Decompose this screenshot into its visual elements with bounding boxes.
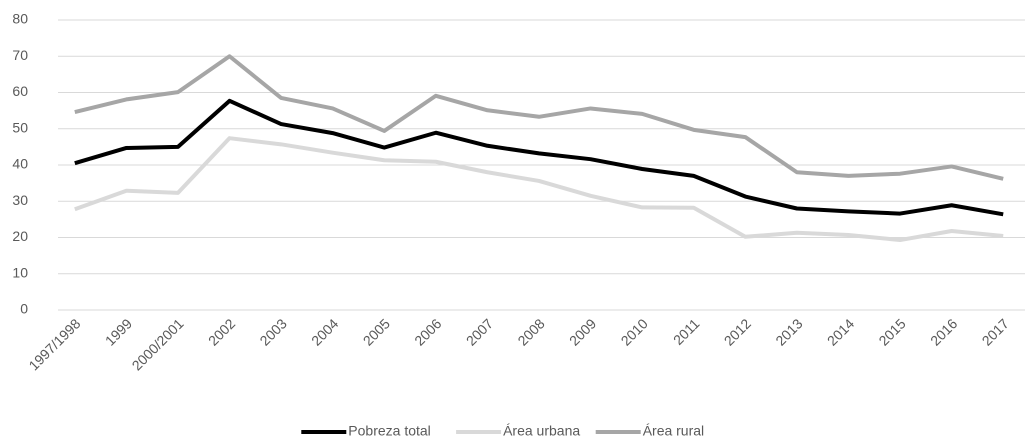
y-tick-label: 40 xyxy=(12,156,28,172)
x-tick-label: 2016 xyxy=(927,315,960,348)
x-tick-label: 2003 xyxy=(257,315,290,348)
y-tick-label: 20 xyxy=(12,228,28,244)
x-tick-label: 2007 xyxy=(463,315,496,348)
legend-label: Pobreza total xyxy=(348,423,431,439)
x-tick-label: 2006 xyxy=(411,315,444,348)
x-tick-label: 2010 xyxy=(618,315,651,348)
x-tick-label: 2014 xyxy=(824,315,857,348)
x-tick-label: 2013 xyxy=(772,315,805,348)
x-tick-label: 2011 xyxy=(670,315,703,348)
y-tick-label: 60 xyxy=(12,83,28,99)
y-tick-label: 0 xyxy=(20,301,28,317)
series-line xyxy=(74,136,1004,243)
x-tick-label: 2004 xyxy=(308,315,341,348)
x-tick-label: 2012 xyxy=(721,315,754,348)
x-tick-label: 1997/1998 xyxy=(25,315,83,373)
x-tick-label: 2009 xyxy=(566,315,599,348)
y-tick-label: 30 xyxy=(12,192,28,208)
x-tick-label: 2015 xyxy=(875,315,908,348)
y-tick-label: 70 xyxy=(12,47,28,63)
series-line xyxy=(74,54,1004,181)
x-tick-label: 1999 xyxy=(102,315,135,348)
x-tick-label: 2008 xyxy=(514,315,547,348)
legend-label: Área urbana xyxy=(503,423,580,439)
y-tick-label: 50 xyxy=(12,119,28,135)
legend-label: Área rural xyxy=(643,423,704,439)
x-tick-label: 2005 xyxy=(360,315,393,348)
y-tick-label: 80 xyxy=(12,11,28,27)
x-tick-label: 2017 xyxy=(979,315,1012,348)
y-tick-label: 10 xyxy=(12,264,28,280)
x-tick-label: 2002 xyxy=(205,315,238,348)
x-tick-label: 2000/2001 xyxy=(129,315,187,373)
series-line xyxy=(74,98,1004,217)
